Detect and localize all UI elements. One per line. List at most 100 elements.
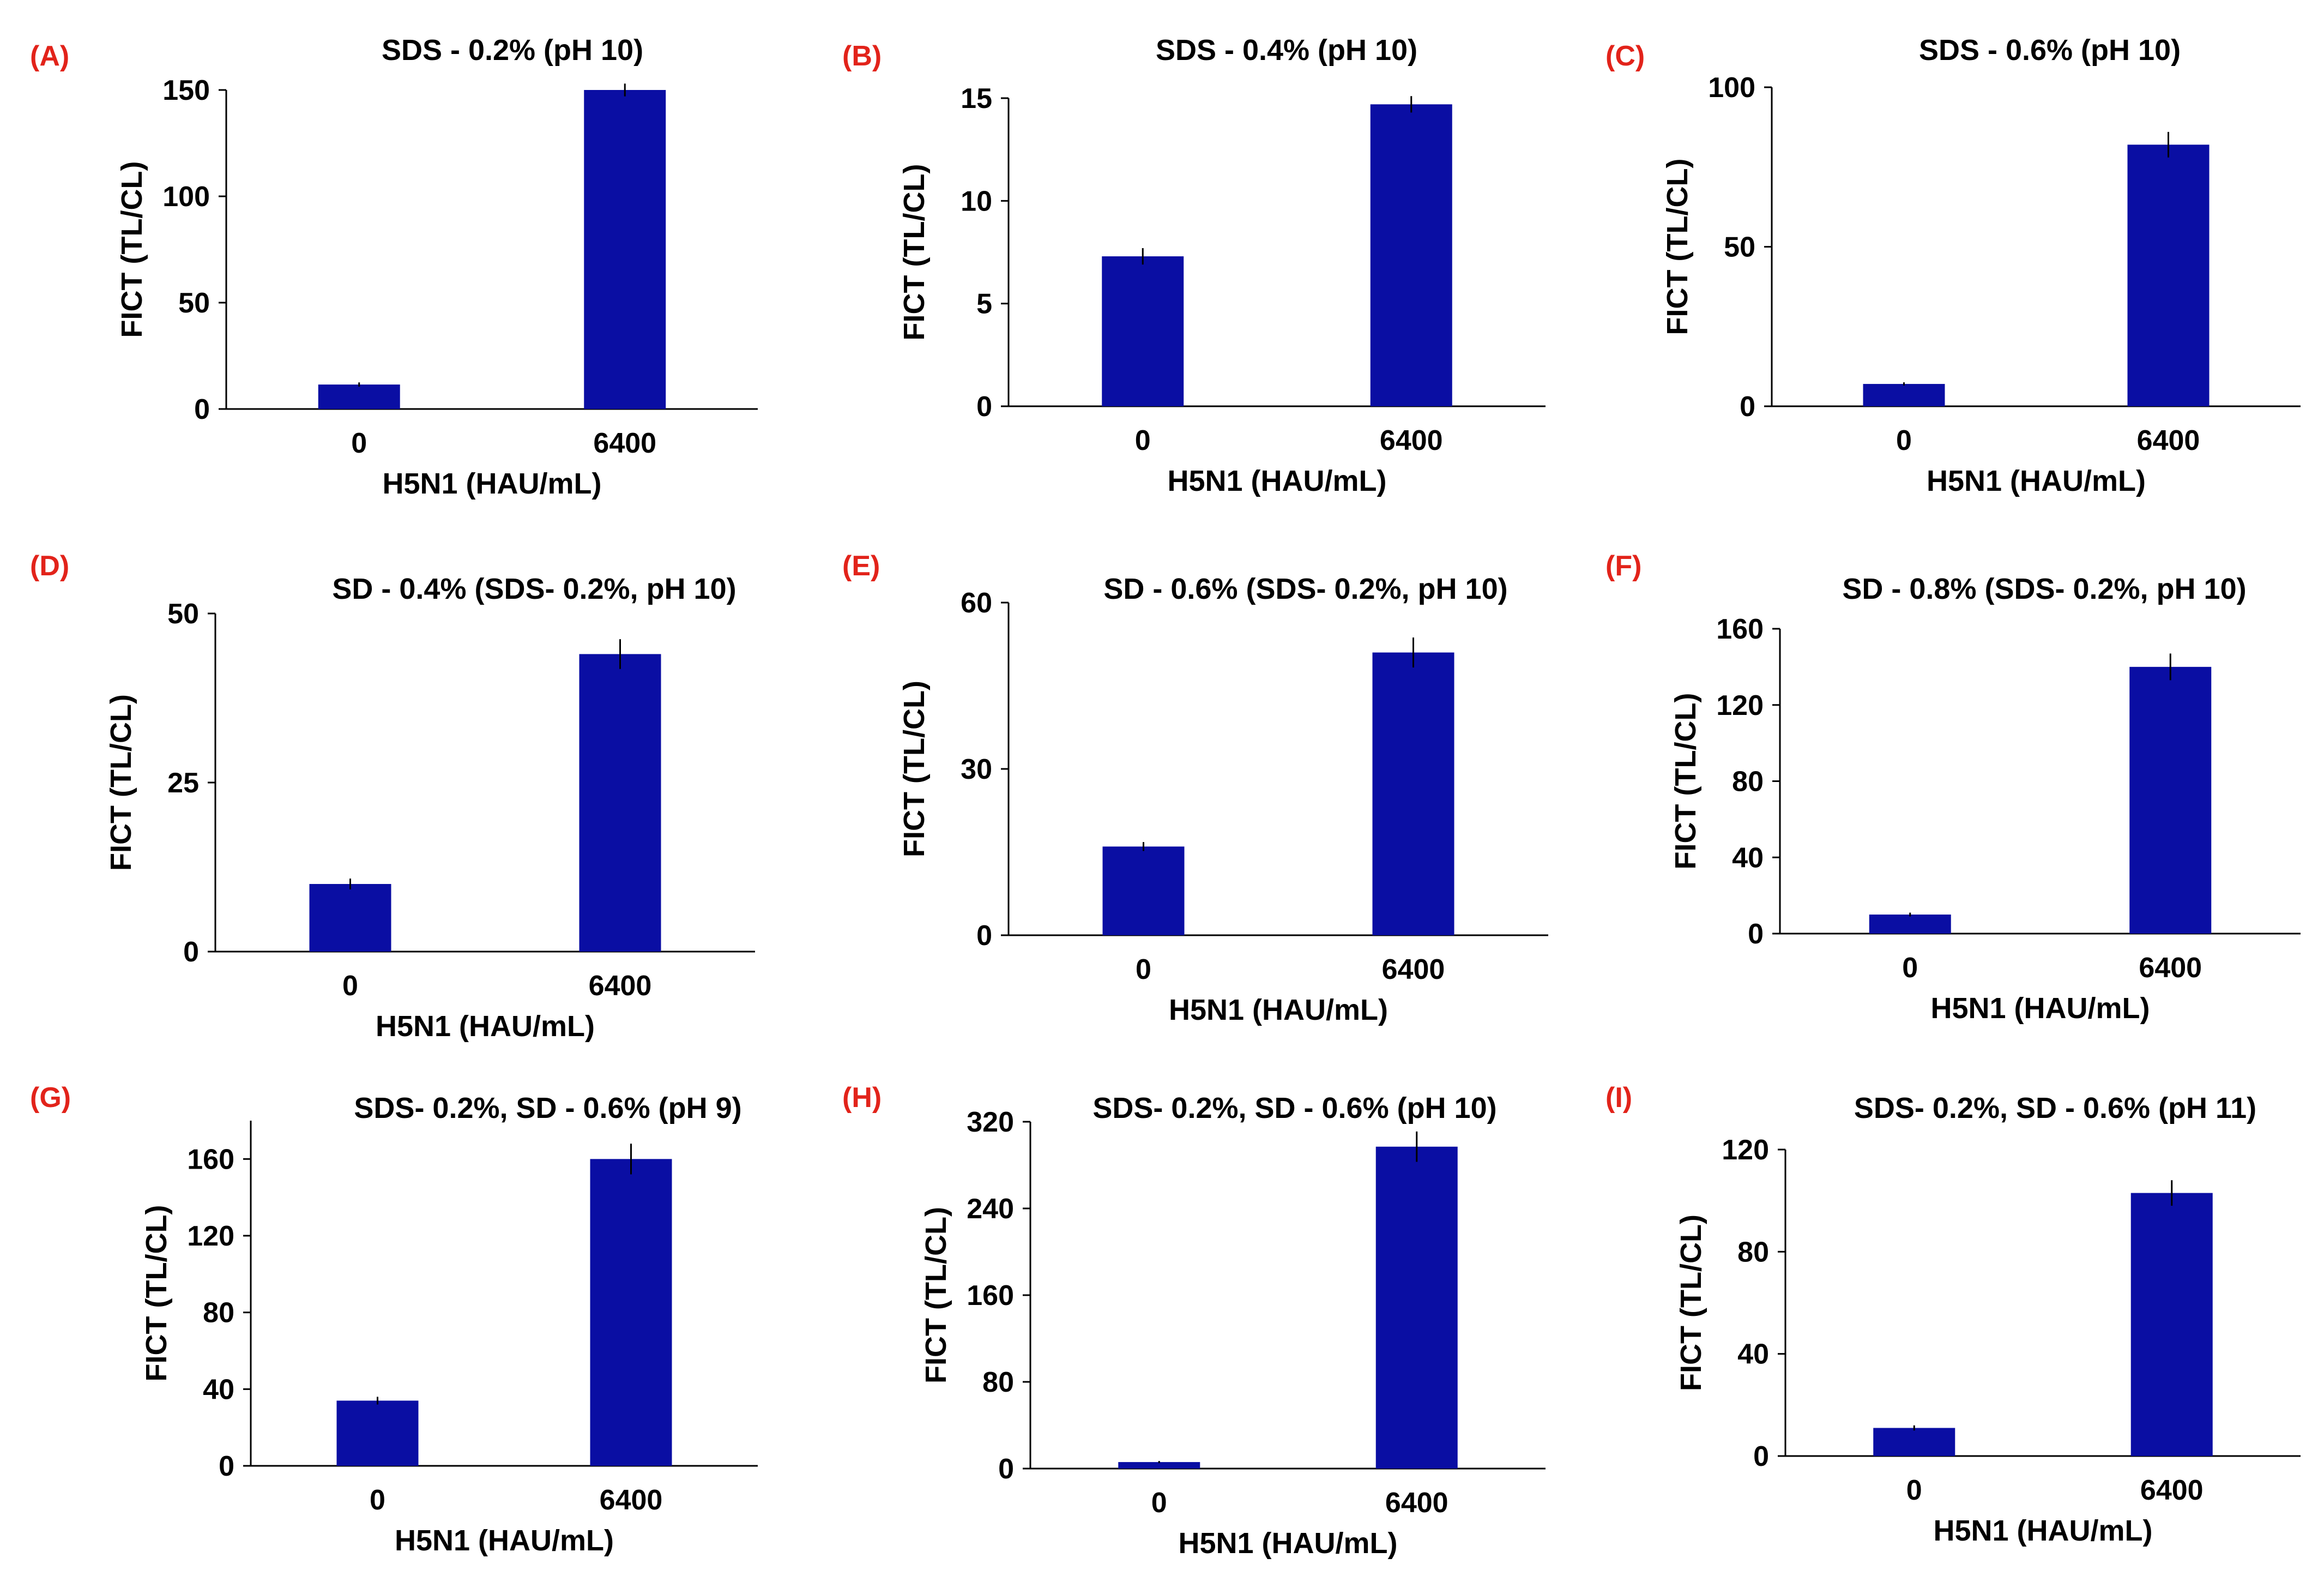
x-tick-label: 6400 [600,1484,663,1516]
y-axis-label: FICT (TL/CL) [920,1207,952,1383]
y-tick-label: 80 [1737,1236,1769,1268]
bar-6400 [2129,666,2212,934]
chart-title: SDS- 0.2%, SD - 0.6% (pH 10) [1092,1092,1496,1124]
y-tick-label: 10 [961,185,992,217]
bar-0 [1873,1428,1955,1456]
bar-0 [1863,384,1945,406]
y-axis-label: FICT (TL/CL) [1661,159,1694,335]
panel-label: (H) [842,1082,882,1114]
panel-label: (A) [30,40,69,72]
y-tick-label: 0 [219,1451,234,1482]
y-tick-label: 160 [967,1280,1014,1312]
chart-panel-6: (F) SD - 0.8% (SDS- 0.2%, pH 10) 0 40 80 120 1… [1605,550,2301,1025]
x-tick-label: 0 [1135,425,1151,456]
y-tick-label: 60 [961,587,992,619]
bar-6400 [1370,104,1452,407]
y-tick-label: 120 [187,1220,234,1252]
y-axis-label: FICT (TL/CL) [898,681,931,857]
y-axis-label: FICT (TL/CL) [105,694,137,871]
y-tick-label: 80 [982,1367,1014,1398]
y-tick-label: 5 [976,288,992,320]
x-axis-label: H5N1 (HAU/mL) [1927,465,2146,497]
bar-0 [1118,1462,1200,1469]
y-tick-label: 15 [961,83,992,115]
y-tick-label: 30 [961,754,992,785]
y-tick-label: 40 [1737,1339,1769,1370]
x-axis-label: H5N1 (HAU/mL) [1930,992,2150,1025]
y-tick-label: 0 [1748,918,1764,950]
x-axis-label: H5N1 (HAU/mL) [376,1010,595,1043]
chart-panel-9: (I) SDS- 0.2%, SD - 0.6% (pH 11) 0 40 80 120 0… [1605,1082,2301,1547]
x-tick-label: 0 [370,1484,385,1516]
x-tick-label: 6400 [2139,952,2202,984]
y-tick-label: 50 [178,287,210,319]
y-axis-label: FICT (TL/CL) [1669,693,1702,870]
x-tick-label: 6400 [1382,954,1445,985]
y-tick-label: 160 [1716,613,1764,645]
chart-title: SDS - 0.4% (pH 10) [1156,34,1417,67]
y-tick-label: 50 [167,598,199,630]
y-tick-label: 40 [203,1374,234,1405]
y-tick-label: 320 [967,1106,1014,1138]
panel-label: (I) [1605,1082,1632,1114]
x-tick-label: 0 [1136,954,1151,985]
y-axis-label: FICT (TL/CL) [140,1205,173,1382]
panel-label: (D) [30,550,69,582]
bar-6400 [2130,1193,2213,1456]
panel-label: (E) [842,550,880,582]
x-tick-label: 6400 [2137,425,2200,456]
panel-label: (B) [842,40,882,72]
y-tick-label: 80 [1732,766,1764,798]
bar-6400 [2127,145,2210,406]
x-tick-label: 0 [1151,1487,1167,1519]
bar-0 [1869,915,1951,934]
y-tick-label: 0 [976,920,992,952]
y-tick-label: 160 [187,1144,234,1175]
x-axis-label: H5N1 (HAU/mL) [1178,1527,1397,1560]
bar-6400 [1375,1146,1458,1469]
bar-0 [1102,846,1185,935]
x-axis-label: H5N1 (HAU/mL) [395,1524,614,1557]
panel-label: (G) [30,1082,71,1114]
chart-title: SD - 0.6% (SDS- 0.2%, pH 10) [1103,573,1507,605]
x-tick-label: 6400 [1385,1487,1448,1519]
bar-0 [336,1400,419,1466]
chart-title: SDS - 0.6% (pH 10) [1919,34,2181,67]
chart-title: SDS- 0.2%, SD - 0.6% (pH 9) [354,1092,741,1124]
bar-6400 [584,90,666,409]
y-tick-label: 100 [162,181,210,213]
y-tick-label: 0 [998,1453,1014,1485]
y-tick-label: 0 [1753,1441,1769,1472]
chart-panel-2: (B) SDS - 0.4% (pH 10) 0 5 10 15 0 6400 H5N1 (HA… [842,34,1546,497]
chart-panel-3: (C) SDS - 0.6% (pH 10) 0 50 100 0 6400 H5N1 (HA… [1605,34,2301,497]
chart-panel-4: (D) SD - 0.4% (SDS- 0.2%, pH 10) 0 25 50 0 640… [30,550,755,1043]
x-axis-label: H5N1 (HAU/mL) [382,467,601,500]
x-tick-label: 6400 [2140,1475,2204,1506]
x-tick-label: 6400 [589,970,652,1002]
chart-title: SDS- 0.2%, SD - 0.6% (pH 11) [1854,1092,2256,1124]
panel-label: (F) [1605,550,1641,582]
bar-6400 [579,654,661,952]
x-axis-label: H5N1 (HAU/mL) [1167,465,1386,497]
chart-panel-5: (E) SD - 0.6% (SDS- 0.2%, pH 10) 0 30 60 0 640… [842,550,1548,1026]
bar-0 [309,884,391,952]
y-tick-label: 0 [194,394,210,425]
x-tick-label: 0 [1896,425,1912,456]
y-tick-label: 120 [1722,1134,1769,1166]
x-axis-label: H5N1 (HAU/mL) [1933,1514,2152,1547]
y-tick-label: 0 [183,936,199,968]
y-tick-label: 0 [1740,391,1755,423]
chart-panel-7: (G) SDS- 0.2%, SD - 0.6% (pH 9) 0 40 80 120 16… [30,1082,758,1557]
x-tick-label: 0 [1902,952,1918,984]
y-tick-label: 50 [1724,232,1755,263]
chart-title: SDS - 0.2% (pH 10) [382,34,643,67]
chart-panel-8: (H) SDS- 0.2%, SD - 0.6% (pH 10) 0 80 160 240… [842,1082,1546,1560]
bar-6400 [1372,652,1454,935]
bar-0 [318,384,400,409]
y-tick-label: 25 [167,767,199,799]
x-tick-label: 0 [342,970,358,1002]
y-axis-label: FICT (TL/CL) [898,164,931,341]
y-tick-label: 80 [203,1297,234,1329]
chart-panel-1: (A) SDS - 0.2% (pH 10) 0 50 100 150 0 6400 H5N1 … [30,34,758,500]
